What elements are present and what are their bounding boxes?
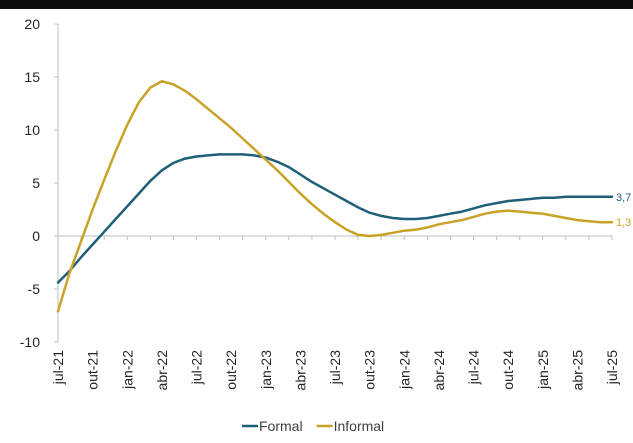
y-tick-label: -10 [20, 334, 40, 350]
x-tick-label: jan-25 [535, 350, 551, 390]
x-tick-label: jul-24 [466, 350, 482, 385]
y-tick-label: -5 [28, 281, 41, 297]
y-tick-label: 20 [24, 16, 40, 32]
x-tick-label: abr-22 [154, 350, 170, 391]
x-tick-label: jan-24 [396, 350, 412, 390]
end-label-informal: 1,3 [616, 217, 631, 229]
legend-label-formal: Formal [259, 418, 303, 434]
legend-label-informal: Informal [334, 418, 385, 434]
x-tick-label: jan-22 [119, 350, 135, 390]
y-axis-tick-labels: -10 -5 0 5 10 15 20 [20, 16, 58, 350]
end-label-formal: 3,7 [616, 192, 631, 204]
legend: Formal Informal [242, 418, 384, 434]
x-tick-label: abr-25 [569, 350, 585, 391]
y-tick-label: 5 [32, 175, 40, 191]
series-line-informal [56, 79, 614, 313]
x-tick-label: jul-25 [604, 350, 620, 385]
series-lines [56, 79, 614, 313]
x-tick-label: jan-23 [258, 350, 274, 390]
series-end-labels: 3,7 1,3 [616, 192, 631, 229]
x-tick-label: out-24 [500, 350, 516, 390]
y-tick-label: 15 [24, 69, 40, 85]
x-axis-minor-ticks [57, 236, 613, 240]
x-tick-label: out-23 [362, 350, 378, 390]
y-tick-label: 10 [24, 122, 40, 138]
x-tick-label: abr-23 [292, 350, 308, 391]
y-tick-label: 0 [32, 228, 40, 244]
x-tick-label: out-21 [85, 350, 101, 390]
x-tick-label: jul-23 [327, 350, 343, 385]
x-tick-label: out-22 [223, 350, 239, 390]
series-line-formal [56, 153, 614, 284]
x-tick-label: abr-24 [431, 350, 447, 391]
top-bar [0, 0, 633, 9]
x-tick-label: jul-21 [50, 350, 66, 385]
x-axis-tick-labels: jul-21 out-21 jan-22 abr-22 jul-22 out-22 jan-… [50, 350, 620, 391]
x-tick-label: jul-22 [189, 350, 205, 385]
